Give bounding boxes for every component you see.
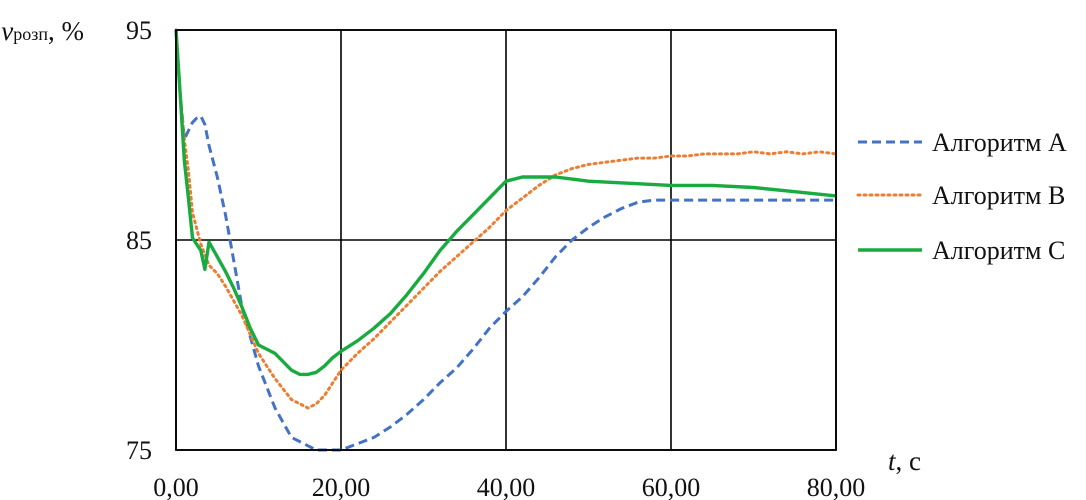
plot-frame <box>175 29 837 451</box>
y-tick-label: 75 <box>126 436 152 465</box>
x-tick-labels: 0,00 20,00 40,00 60,00 80,00 <box>153 473 865 500</box>
y-axis-subscript: розп <box>13 24 48 44</box>
x-tick-label: 40,00 <box>477 473 536 500</box>
x-tick-label: 0,00 <box>153 473 199 500</box>
series-line-1 <box>174 29 836 452</box>
y-axis-unit: , % <box>48 16 84 46</box>
series-line-2 <box>174 28 838 410</box>
legend-label-2: Алгоритм В <box>932 181 1065 210</box>
y-tick-labels: 75 85 95 <box>126 16 152 465</box>
legend-label-1: Алгоритм А <box>932 128 1067 157</box>
x-axis-unit: , с <box>896 446 922 476</box>
x-tick-label: 60,00 <box>642 473 701 500</box>
y-axis-label: vрозп, % <box>1 16 84 46</box>
series-line-3 <box>174 29 837 377</box>
x-tick-label: 80,00 <box>807 473 866 500</box>
x-axis-variable: t <box>888 446 897 476</box>
legend-label-3: Алгоритм С <box>932 236 1065 265</box>
series-layer <box>174 28 838 452</box>
x-axis-label: t, с <box>888 446 921 476</box>
y-axis-variable: v <box>1 16 13 46</box>
legend: Алгоритм А Алгоритм В Алгоритм С <box>856 128 1067 265</box>
x-tick-label: 20,00 <box>312 473 371 500</box>
y-tick-label: 95 <box>126 16 152 45</box>
y-tick-label: 85 <box>126 226 152 255</box>
